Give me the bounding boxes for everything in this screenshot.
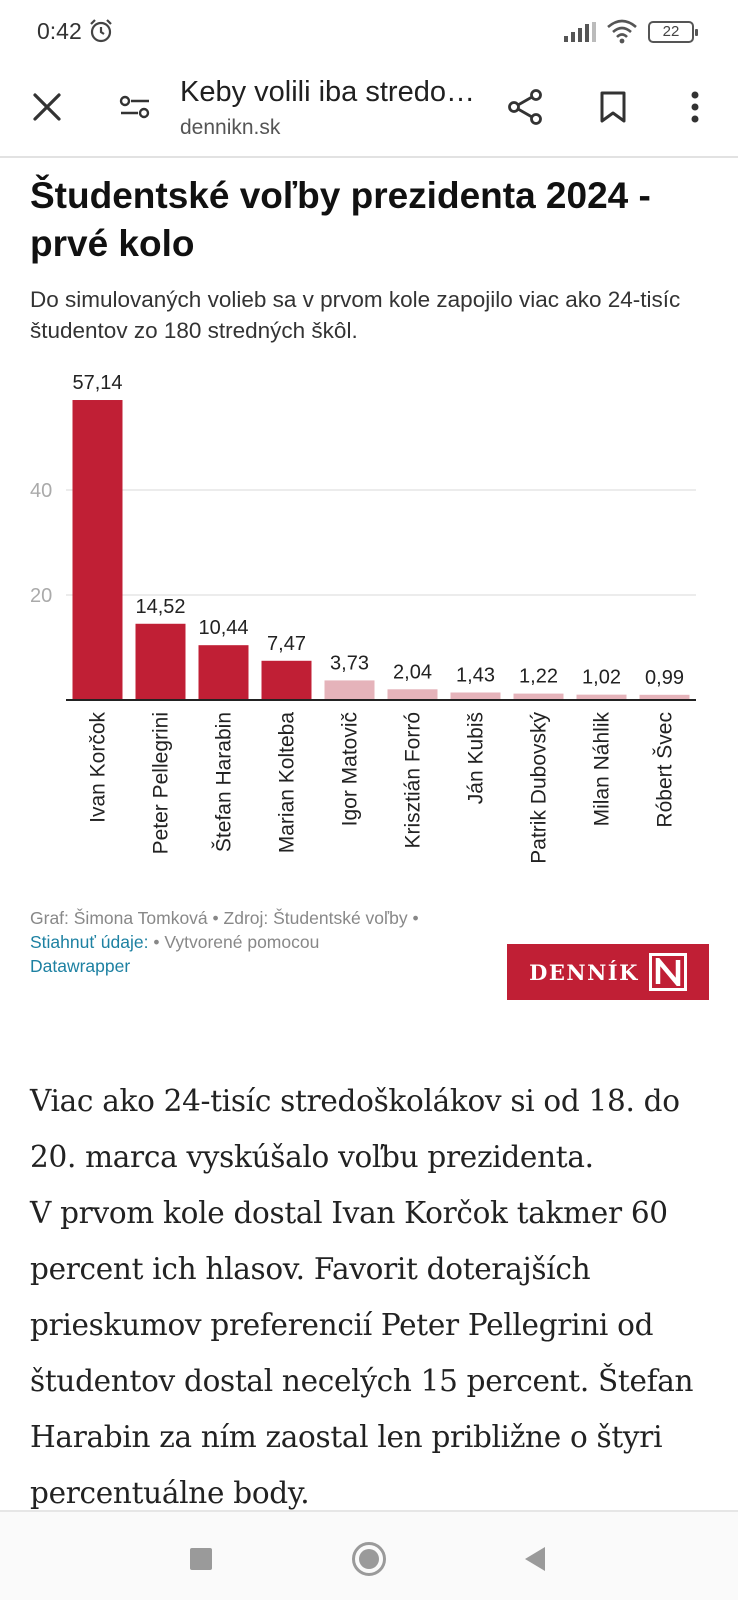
bar [513,693,564,700]
bar [576,694,627,700]
back-button[interactable] [510,1534,560,1584]
x-category-label: Patrik Dubovský [528,712,551,864]
close-button[interactable] [22,82,72,132]
bar [135,623,186,700]
chart-title: Študentské voľby prezidenta 2024 - prvé … [30,175,651,264]
bar-value-label: 57,14 [72,372,122,394]
bar-value-label: 7,47 [267,633,306,655]
recent-apps-button[interactable] [176,1534,226,1584]
status-time: 0:42 [37,18,82,44]
article-body: Viac ako 24-tisíc stredoškolákov si od 1… [30,1073,720,1521]
x-category-label: Igor Matovič [339,712,362,826]
share-button[interactable] [500,82,550,132]
square-icon [190,1548,212,1570]
datawrapper-link[interactable]: Datawrapper [30,956,131,976]
x-category-label: Milan Náhlik [591,712,614,827]
x-category-label: Štefan Harabin [213,712,236,852]
status-bar: 0:42 22 [0,0,738,66]
logo-text: DENNÍK [529,959,639,985]
signal-icon [564,22,596,42]
x-category-label: Peter Pellegrini [150,712,173,854]
wifi-icon [607,19,637,44]
x-category-label: Marian Kolteba [276,712,299,854]
bar-value-label: 1,02 [582,667,621,689]
close-icon [33,93,61,121]
x-category-label: Krisztián Forró [402,712,425,849]
x-category-label: Róbert Švec [654,712,677,828]
bar [72,400,123,700]
alarm-icon [90,19,112,43]
chart-subtitle: Do simulovaných volieb sa v prvom kole z… [30,287,681,343]
page-title[interactable]: Keby volili iba stredo… [180,76,475,108]
tune-icon [119,95,150,119]
more-options-button[interactable] [670,82,720,132]
download-data-link[interactable]: Stiahnuť údaje: [30,932,149,952]
bar-value-label: 3,73 [330,652,369,674]
chart-notes: Graf: Šimona Tomková • Zdroj: Študentské… [30,906,500,978]
bar-chart: 20 40 57,14 Ivan Korčok 14,52 Peter Pellegrin… [30,372,696,864]
bar [198,645,249,700]
bar-value-label: 10,44 [198,617,248,639]
bar-value-label: 14,52 [135,596,185,618]
bar-value-label: 0,99 [645,667,684,689]
y-tick-label: 20 [30,585,52,607]
bar [450,692,501,700]
bookmark-button[interactable] [588,82,638,132]
bar [639,694,690,700]
back-triangle-icon [525,1547,545,1571]
home-button[interactable] [344,1534,394,1584]
system-nav-bar [0,1510,738,1600]
bookmark-icon [600,91,626,123]
article-paragraph: V prvom kole dostal Ivan Korčok takmer 6… [30,1196,694,1510]
more-vert-icon [691,91,699,123]
share-icon [508,89,542,125]
page-settings-button[interactable] [110,82,160,132]
chart-credit: Graf: Šimona Tomková • Zdroj: Študentské… [30,908,419,928]
dennik-n-logo[interactable]: DENNÍK [507,944,709,1000]
y-tick-label: 40 [30,480,52,502]
browser-toolbar: Keby volili iba stredo… dennikn.sk [0,66,738,158]
bar [387,689,438,700]
x-category-label: Ivan Korčok [87,712,110,823]
bar [324,680,375,700]
home-circle-icon [352,1542,386,1576]
logo-n-icon [648,953,687,991]
bar-value-label: 1,43 [456,664,495,686]
created-with-text: • Vytvorené pomocou [153,932,320,952]
bar-value-label: 1,22 [519,666,558,688]
battery-indicator: 22 [648,21,698,43]
page-domain: dennikn.sk [180,116,281,139]
bar [261,660,312,700]
x-category-label: Ján Kubiš [465,712,488,804]
article-paragraph: Viac ako 24-tisíc stredoškolákov si od 1… [30,1084,680,1174]
bar-value-label: 2,04 [393,661,432,683]
